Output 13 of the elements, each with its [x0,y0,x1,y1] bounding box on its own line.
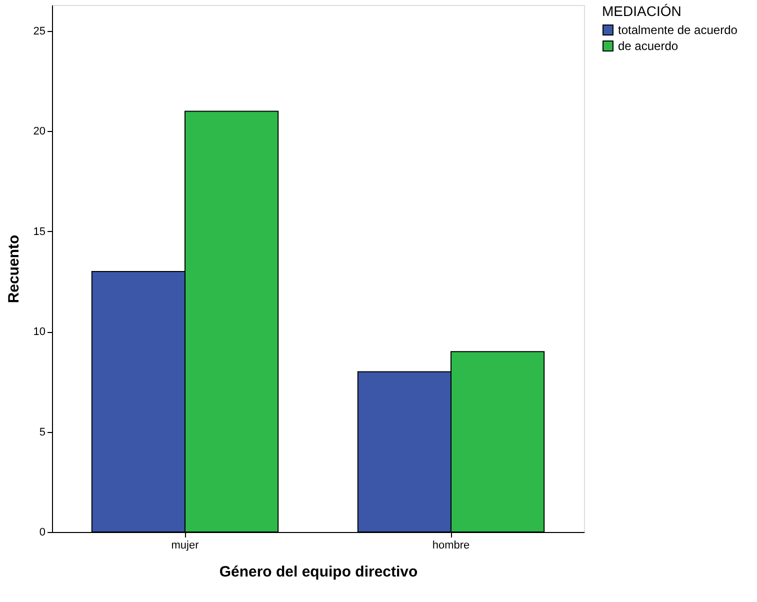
x-tick-label: hombre [432,540,470,552]
y-tick-label: 15 [33,226,46,238]
y-tick-label: 5 [39,426,46,438]
y-axis-title: Recuento [5,234,22,304]
legend-label: de acuerdo [618,39,678,53]
y-tick-label: 10 [33,326,46,338]
x-tick-label: mujer [171,540,200,552]
legend-label: totalmente de acuerdo [618,23,738,37]
x-axis-title: Género del equipo directivo [219,564,418,580]
y-tick-label: 0 [39,526,46,538]
legend-title: MEDIACIÓN [602,3,682,19]
y-tick-label: 20 [33,126,46,138]
y-tick-label: 25 [33,26,46,38]
